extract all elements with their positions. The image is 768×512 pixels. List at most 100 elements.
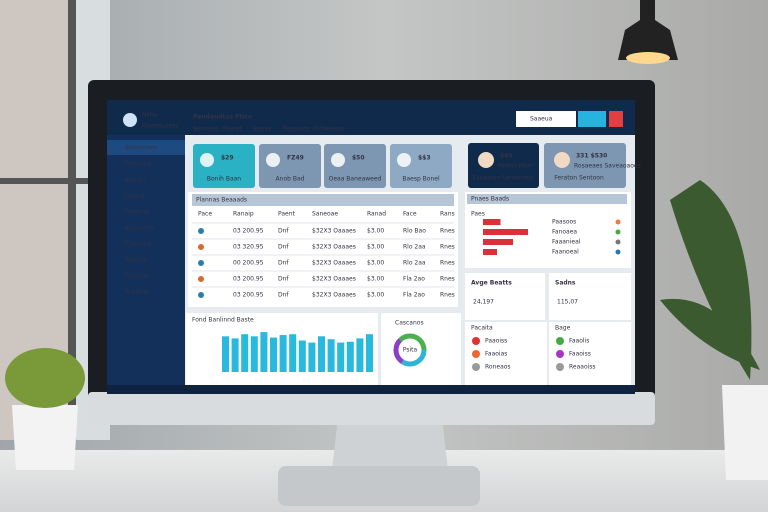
card-label: Baesp Bonel xyxy=(402,176,440,183)
profile-sub: Rosaeaes Saveaoaoes xyxy=(574,163,641,170)
list-title: Pnaes Baads xyxy=(471,196,509,203)
tab[interactable]: Beoness xyxy=(193,126,218,133)
cell: Dnf xyxy=(278,292,289,299)
lamp xyxy=(618,0,678,60)
cell: Rlo Bao xyxy=(403,228,426,235)
bar xyxy=(346,341,354,372)
sidebar-item[interactable]: Baeats xyxy=(125,177,146,184)
table-title: Plannas Beaaads xyxy=(196,197,247,204)
lamp-light xyxy=(626,52,670,64)
bar xyxy=(260,332,268,372)
list-icon xyxy=(472,350,480,358)
status-dot xyxy=(615,239,621,245)
list-item: Faaolis xyxy=(569,338,589,345)
table-panel xyxy=(188,192,458,307)
sidebar-item[interactable]: Bonsoeos xyxy=(125,225,154,232)
cell: $3.00 xyxy=(367,244,384,251)
column-header: Rans xyxy=(440,211,455,218)
sidebar-item[interactable]: Bosoocoes xyxy=(125,145,157,152)
sidebar-item[interactable]: Flaetong xyxy=(125,241,151,248)
pot xyxy=(12,405,78,470)
list-item: Reaaoiss xyxy=(569,364,596,371)
cell: $32X3 Oaaaes xyxy=(312,276,356,283)
page-title: Pandandtas Ptice xyxy=(193,114,252,121)
cell: Dnf xyxy=(278,260,289,267)
cell: Rnes xyxy=(440,260,455,267)
bar xyxy=(298,340,306,372)
bar xyxy=(356,338,364,372)
bar xyxy=(337,342,345,372)
logo xyxy=(123,113,137,127)
profile-label: Feraton Sentoon xyxy=(554,175,604,182)
profile-sub: Rbanil Rbal xyxy=(498,163,532,170)
list-icon xyxy=(556,350,564,358)
tab[interactable]: Pntaeaeos xyxy=(313,126,344,133)
cell: Fla 2ao xyxy=(403,276,425,283)
cell: Rnes xyxy=(440,276,455,283)
profile-value: 331 $530 xyxy=(576,153,607,160)
sidebar-item[interactable]: Patsiiss xyxy=(125,273,147,280)
plant xyxy=(660,180,760,380)
cell: 03 200.95 xyxy=(233,276,264,283)
tab[interactable]: Benes xyxy=(253,126,271,133)
donut xyxy=(393,333,427,367)
row-icon xyxy=(198,228,204,234)
cell: $32X3 Oaaaes xyxy=(312,244,356,251)
cell: Rnes xyxy=(440,244,455,251)
bar-label: Paasoos xyxy=(552,219,576,226)
window-frame xyxy=(0,178,110,184)
sidebar-item[interactable]: Faetong xyxy=(125,209,149,216)
bar-label: Faanoeal xyxy=(552,249,579,256)
sidebar-item[interactable]: Fleetong xyxy=(125,161,151,168)
tab[interactable]: Peaossss xyxy=(283,126,310,133)
bar xyxy=(279,335,287,372)
sidebar-active xyxy=(107,140,185,155)
sidebar-item[interactable]: Rebtiss xyxy=(125,257,147,264)
card-icon xyxy=(397,153,411,167)
cell: 00 200.95 xyxy=(233,260,264,267)
bar xyxy=(241,334,249,372)
red-bar xyxy=(483,249,497,255)
column-header: Paent xyxy=(278,211,296,218)
list-header: Paes xyxy=(471,211,485,218)
cell: Fla 2ao xyxy=(403,292,425,299)
kpi-title: Avge Beatts xyxy=(471,280,512,287)
bar xyxy=(327,339,335,372)
column-header: Ranaip xyxy=(233,211,254,218)
card-label: Bonih Baan xyxy=(207,176,241,183)
row-icon xyxy=(198,260,204,266)
plant xyxy=(5,348,85,408)
bar xyxy=(222,336,229,372)
bar-label: Faaanieal xyxy=(552,239,581,246)
kpi-panel xyxy=(549,273,631,320)
profile-value: $49 xyxy=(500,153,513,160)
cell: $3.00 xyxy=(367,292,384,299)
button[interactable] xyxy=(609,111,623,127)
column-header: Face xyxy=(403,211,417,218)
cell: 03 200.95 xyxy=(233,292,264,299)
sidebar-item[interactable]: Daang xyxy=(125,193,145,200)
kpi-title: Sadns xyxy=(555,280,576,287)
cell: Rnes xyxy=(440,292,455,299)
cell: 03 320.95 xyxy=(233,244,264,251)
row-icon xyxy=(198,276,204,282)
cell: Dnf xyxy=(278,276,289,283)
list-item: Paaoiss xyxy=(485,338,507,345)
card-icon xyxy=(266,153,280,167)
status-dot xyxy=(615,229,621,235)
red-bar xyxy=(483,229,528,235)
sidebar xyxy=(107,135,185,392)
cell: Rlo 2aa xyxy=(403,244,426,251)
window-frame xyxy=(68,0,76,440)
cell: Dnf xyxy=(278,228,289,235)
pot xyxy=(722,385,768,480)
tab[interactable]: Paaret xyxy=(223,126,243,133)
sidebar-item[interactable]: Rrattios xyxy=(125,289,148,296)
list-item: Faaoias xyxy=(485,351,507,358)
button[interactable] xyxy=(578,111,606,127)
bar-label: Fanoaea xyxy=(552,229,577,236)
brand-sub: Rbeoouoess xyxy=(142,123,178,130)
cell: $32X3 Oaaaes xyxy=(312,292,356,299)
table-title-bar xyxy=(192,194,454,206)
